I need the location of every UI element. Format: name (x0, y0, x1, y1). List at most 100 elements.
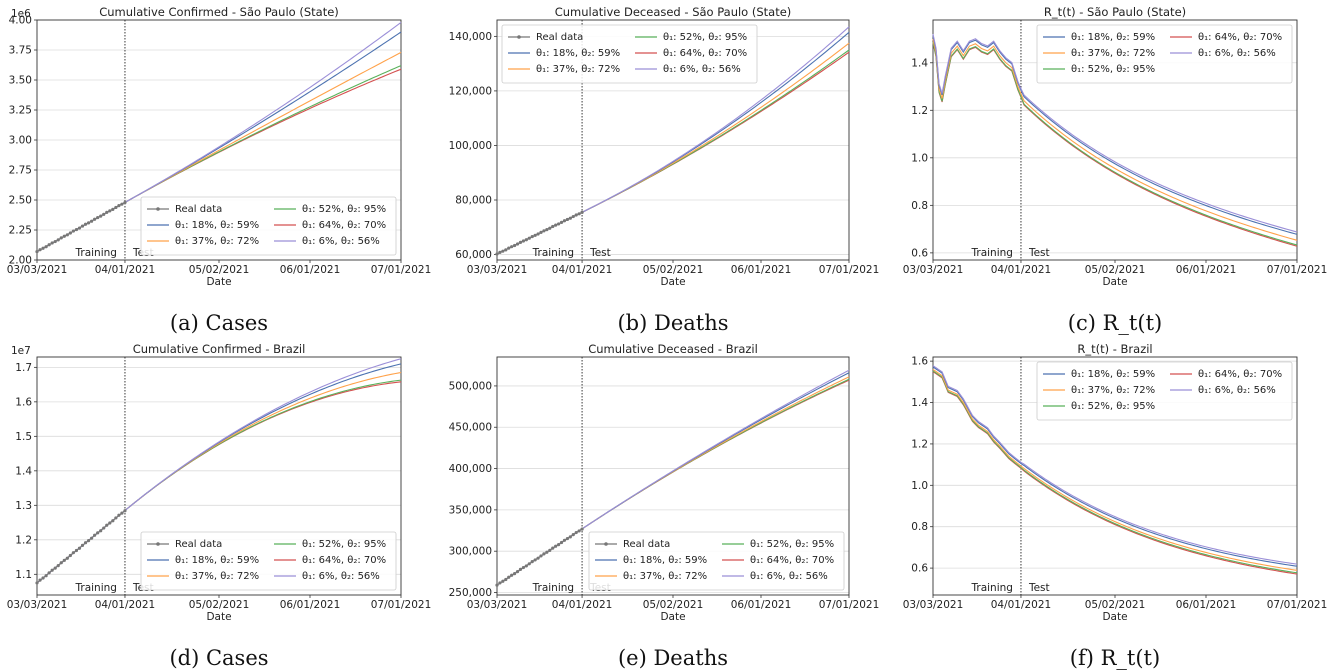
y-tick-label: 1.0 (911, 480, 928, 492)
x-axis-label: Date (1102, 611, 1127, 623)
x-tick-label: 06/01/2021 (1176, 599, 1237, 611)
real-data-point (65, 556, 69, 560)
real-data-point (102, 212, 106, 216)
y-tick-label: 500,000 (449, 380, 492, 392)
test-label: Test (589, 247, 611, 259)
real-data-point (80, 224, 85, 228)
y-tick-label: 1.4 (911, 397, 928, 409)
real-data-point (90, 219, 94, 223)
real-data-point (47, 243, 51, 247)
real-data-point (108, 209, 112, 213)
real-data-point (77, 546, 82, 550)
real-data-point (71, 229, 75, 233)
y-tick-label: 1.2 (15, 534, 32, 546)
x-tick-label: 05/02/2021 (1085, 599, 1146, 611)
real-data-point (99, 529, 103, 533)
axis-multiplier: 1e7 (11, 345, 31, 357)
real-data-point (41, 576, 45, 580)
legend-label-s5: θ₁: 6%, θ₂: 56% (1198, 385, 1276, 396)
real-data-point (539, 230, 543, 234)
real-data-point (513, 243, 517, 248)
test-label: Test (1028, 582, 1050, 594)
legend-label-s1: θ₁: 18%, θ₂: 59% (1071, 32, 1155, 43)
y-tick-label: 0.6 (911, 247, 928, 259)
x-tick-label: 05/02/2021 (189, 599, 250, 611)
x-axis-label: Date (1102, 276, 1127, 288)
y-tick-label: 100,000 (449, 140, 492, 152)
real-data-point (504, 577, 508, 582)
real-data-point (562, 538, 567, 542)
legend-label-s5: θ₁: 6%, θ₂: 56% (663, 64, 741, 75)
real-data-point (53, 239, 57, 244)
legend-marker (156, 542, 160, 546)
real-data-point (59, 561, 63, 565)
real-data-point (521, 565, 526, 570)
x-tick-label: 05/02/2021 (643, 599, 704, 611)
legend-label-s3: θ₁: 52%, θ₂: 95% (1071, 64, 1155, 75)
legend-label-s3: θ₁: 52%, θ₂: 95% (302, 539, 386, 550)
y-tick-label: 1.6 (15, 396, 32, 408)
real-data-point (74, 548, 79, 553)
real-data-point (518, 567, 523, 571)
x-tick-label: 06/01/2021 (731, 599, 792, 611)
real-data-point (542, 229, 546, 233)
y-tick-label: 1.2 (911, 105, 928, 117)
real-data-point (111, 207, 115, 211)
chart-title: Cumulative Deceased - São Paulo (State) (555, 5, 792, 19)
training-label: Training (75, 582, 117, 594)
chart-title: R_t(t) - São Paulo (State) (1044, 5, 1186, 19)
axes-frame (36, 19, 402, 261)
real-data-point (111, 519, 115, 523)
real-data-point (536, 556, 540, 560)
real-data-point (507, 575, 511, 579)
y-tick-label: 300,000 (449, 546, 492, 558)
x-tick-label: 07/01/2021 (371, 264, 432, 276)
y-tick-label: 250,000 (449, 587, 492, 599)
legend-label-s5: θ₁: 6%, θ₂: 56% (750, 571, 828, 582)
panel-caption: (a) Cases (170, 311, 268, 335)
real-data-point (515, 570, 520, 574)
real-data-point (50, 568, 54, 572)
real-data-point (59, 236, 63, 240)
real-data-point (536, 232, 540, 236)
x-tick-label: 06/01/2021 (1176, 264, 1237, 276)
y-tick-label: 80,000 (455, 195, 492, 207)
y-tick-label: 3.75 (9, 45, 32, 57)
real-data-point (68, 231, 72, 235)
real-data-point (68, 553, 72, 558)
real-data-point (510, 573, 514, 577)
x-tick-label: 03/03/2021 (467, 599, 528, 611)
x-tick-label: 07/01/2021 (819, 599, 880, 611)
panel-caption: (d) Cases (169, 646, 268, 670)
real-data-point (495, 252, 499, 256)
real-data-point (565, 217, 570, 222)
panel-caption: (e) Deaths (618, 646, 728, 670)
legend-label-s2: θ₁: 37%, θ₂: 72% (623, 571, 707, 582)
y-tick-label: 2.75 (9, 165, 32, 177)
series-line-s1 (932, 366, 1298, 567)
real-data-point (527, 236, 531, 240)
legend-label-s1: θ₁: 18%, θ₂: 59% (536, 48, 620, 59)
real-data-point (539, 554, 543, 558)
x-tick-label: 04/01/2021 (552, 264, 613, 276)
x-tick-label: 03/03/2021 (7, 599, 68, 611)
real-data-point (580, 210, 584, 215)
real-data-point (90, 536, 94, 540)
real-data-point (38, 578, 42, 582)
legend-label-s2: θ₁: 37%, θ₂: 72% (175, 236, 259, 247)
axes-frame (496, 19, 850, 261)
real-data-point (577, 212, 581, 216)
x-tick-label: 03/03/2021 (903, 264, 964, 276)
y-tick-label: 0.8 (911, 521, 928, 533)
legend-box (140, 531, 397, 591)
real-data-point (571, 533, 575, 537)
real-data-point (120, 202, 124, 206)
y-tick-label: 450,000 (449, 422, 492, 434)
legend-label-s1: θ₁: 18%, θ₂: 59% (623, 555, 707, 566)
y-tick-label: 350,000 (449, 504, 492, 516)
real-data-point (102, 526, 106, 530)
real-data-point (498, 581, 502, 585)
real-data-point (565, 536, 570, 541)
x-axis-label: Date (206, 276, 231, 288)
